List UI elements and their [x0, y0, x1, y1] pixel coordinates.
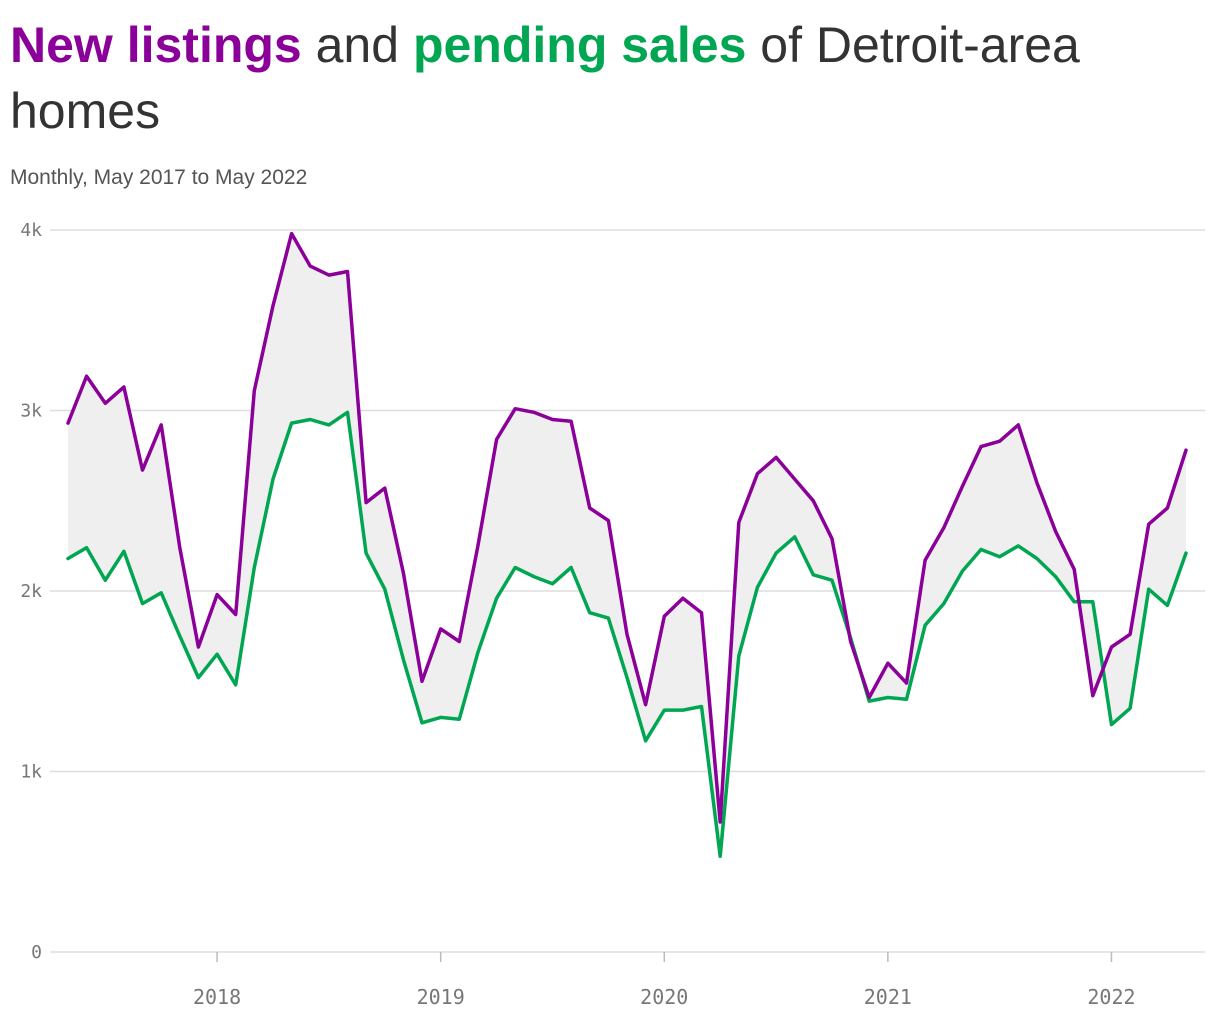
series-line-pending-sales [66, 410, 1188, 859]
gridlines [50, 229, 1205, 953]
title-rest: of Detroit-area homes [10, 17, 1080, 139]
x-axis-ticks: 2018 2019 2020 2021 2022 [193, 952, 1136, 1009]
title-new-listings: New listings [10, 17, 302, 73]
y-tick-label: 0 [31, 942, 42, 963]
difference-band [68, 233, 1186, 857]
y-tick-label: 3k [20, 401, 42, 422]
band-area [68, 233, 1186, 857]
title-pending-sales: pending sales [412, 17, 747, 73]
y-axis-ticks: 0 1k 2k 3k 4k [20, 220, 42, 963]
x-tick-label: 2020 [640, 985, 688, 1009]
y-tick-label: 1k [20, 762, 42, 783]
y-tick-label: 4k [20, 220, 42, 241]
series-line-new-listings [66, 231, 1188, 824]
title-and: and [301, 17, 413, 73]
x-tick-label: 2021 [864, 985, 912, 1009]
series-lines [66, 231, 1188, 859]
chart-title: New listings and pending sales of Detroi… [10, 12, 1190, 144]
x-tick-label: 2019 [417, 985, 465, 1009]
chart-subtitle: Monthly, May 2017 to May 2022 [10, 166, 308, 189]
y-tick-label: 2k [20, 581, 42, 602]
x-tick-label: 2022 [1087, 985, 1135, 1009]
x-tick-label: 2018 [193, 985, 241, 1009]
